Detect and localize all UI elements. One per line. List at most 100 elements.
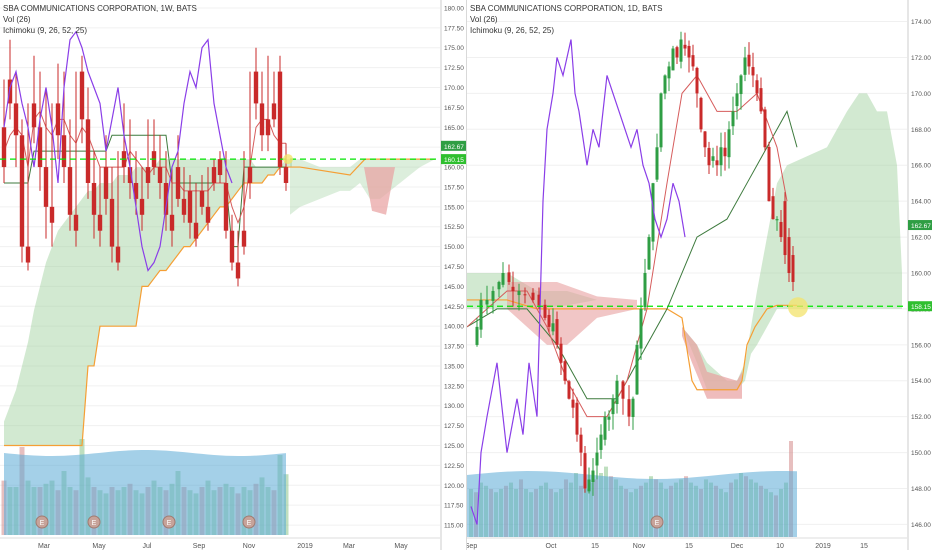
weekly-chart-canvas[interactable]: E E E E 180.00 177.50 175.00 172.50 170.00 167.50… [0,0,466,550]
daily-candle [767,146,771,202]
weekly-future-cloud [290,159,435,215]
weekly-candle [253,71,259,104]
weekly-price-tick: 172.50 [444,65,464,72]
weekly-candle [187,190,193,223]
weekly-line-price: 160.15 [444,157,464,164]
daily-candle [771,196,775,220]
earnings-icon [162,515,176,529]
daily-candle [663,75,667,94]
daily-candle [695,67,699,94]
weekly-price-tick: 115.00 [444,523,464,530]
daily-chart-panel[interactable]: E 174.00 172.00 170.00 168.00 166.00 164.00 162… [466,0,932,550]
weekly-candle [271,103,277,120]
daily-candle [727,129,731,158]
daily-candle [583,453,587,489]
daily-chart-canvas[interactable]: E 174.00 172.00 170.00 168.00 166.00 164.00 162… [467,0,932,550]
daily-time-tick: Dec [731,543,744,550]
daily-candle [547,314,551,327]
daily-candle [735,93,739,107]
daily-time-tick: Nov [633,543,646,550]
daily-ichimoku-cloud [467,93,902,390]
daily-candle [475,326,479,345]
weekly-price-tick: 120.00 [444,483,464,490]
weekly-price-tick: 157.50 [444,184,464,191]
weekly-price-tick: 175.00 [444,45,464,52]
weekly-highlight-marker [283,154,293,165]
earnings-icon [650,515,664,529]
weekly-price-tick: 155.00 [444,204,464,211]
daily-candle [603,416,607,440]
weekly-price-tick: 137.50 [444,344,464,351]
weekly-price-tick: 127.50 [444,423,464,430]
weekly-candle [199,190,205,207]
weekly-candle [115,246,121,263]
daily-candle [543,304,547,318]
daily-candle [671,48,675,71]
weekly-candle [181,198,187,215]
daily-candle [775,219,779,221]
weekly-time-tick: May [394,543,408,550]
weekly-candle [157,167,163,183]
weekly-time-tick: Mar [343,543,356,550]
weekly-candle [277,71,283,168]
daily-candle [791,255,795,282]
weekly-vol-label: Vol (26) [3,15,31,24]
daily-candle [497,281,501,290]
daily-candle [711,156,715,161]
daily-time-tick: Oct [546,543,557,550]
daily-candle [507,272,511,282]
daily-last-price: 162.67 [911,223,931,230]
daily-price-tick: 170.00 [911,91,931,98]
daily-time-tick: 15 [860,543,868,550]
weekly-candle [73,214,79,231]
daily-lagging-span [470,39,686,525]
weekly-future-cloud-red [364,167,395,215]
daily-price-tick: 148.00 [911,486,931,493]
daily-candle [479,299,483,330]
weekly-candle [205,206,211,223]
daily-candle [703,131,707,148]
weekly-candle [241,230,247,247]
weekly-base-line [4,134,286,248]
daily-candle [787,237,791,273]
weekly-price-tick: 177.50 [444,25,464,32]
daily-line-price-box [908,301,932,312]
daily-price-tick: 160.00 [911,270,931,277]
daily-candle [485,299,489,305]
weekly-price-tick: 170.00 [444,85,464,92]
daily-candle [691,55,695,67]
weekly-price-tick: 135.00 [444,363,464,370]
daily-candle [627,399,631,417]
daily-conversion-line [467,74,788,418]
earnings-icon [242,515,256,529]
weekly-candle [283,167,289,183]
daily-candle [591,470,595,483]
daily-volume-average [467,471,797,537]
weekly-chart-panel[interactable]: E E E E 180.00 177.50 175.00 172.50 170.00 167.50… [0,0,466,550]
weekly-candle [139,198,145,215]
daily-candle [683,44,687,49]
daily-candle [517,290,521,296]
daily-candle [571,399,575,408]
weekly-candle [235,262,241,279]
daily-price-axis [908,0,932,550]
weekly-time-tick: Sep [193,543,206,550]
daily-candle [723,147,727,157]
daily-time-tick: 10 [776,543,784,550]
daily-time-tick: Sep [467,543,477,550]
daily-candle [699,97,703,130]
daily-candle [779,221,783,238]
daily-candle [635,344,639,395]
daily-price-tick: 162.00 [911,235,931,242]
daily-candle [751,67,755,76]
weekly-volume-average [4,450,286,535]
daily-price-tick: 152.00 [911,414,931,421]
weekly-candle [49,206,55,223]
daily-candle [631,398,635,418]
daily-price-tick: 166.00 [911,163,931,170]
weekly-last-price-box [441,140,466,151]
daily-candle [739,75,743,95]
daily-legend: SBA COMMUNICATIONS CORPORATION, 1D, BATS… [470,3,662,36]
daily-candle [559,343,563,363]
